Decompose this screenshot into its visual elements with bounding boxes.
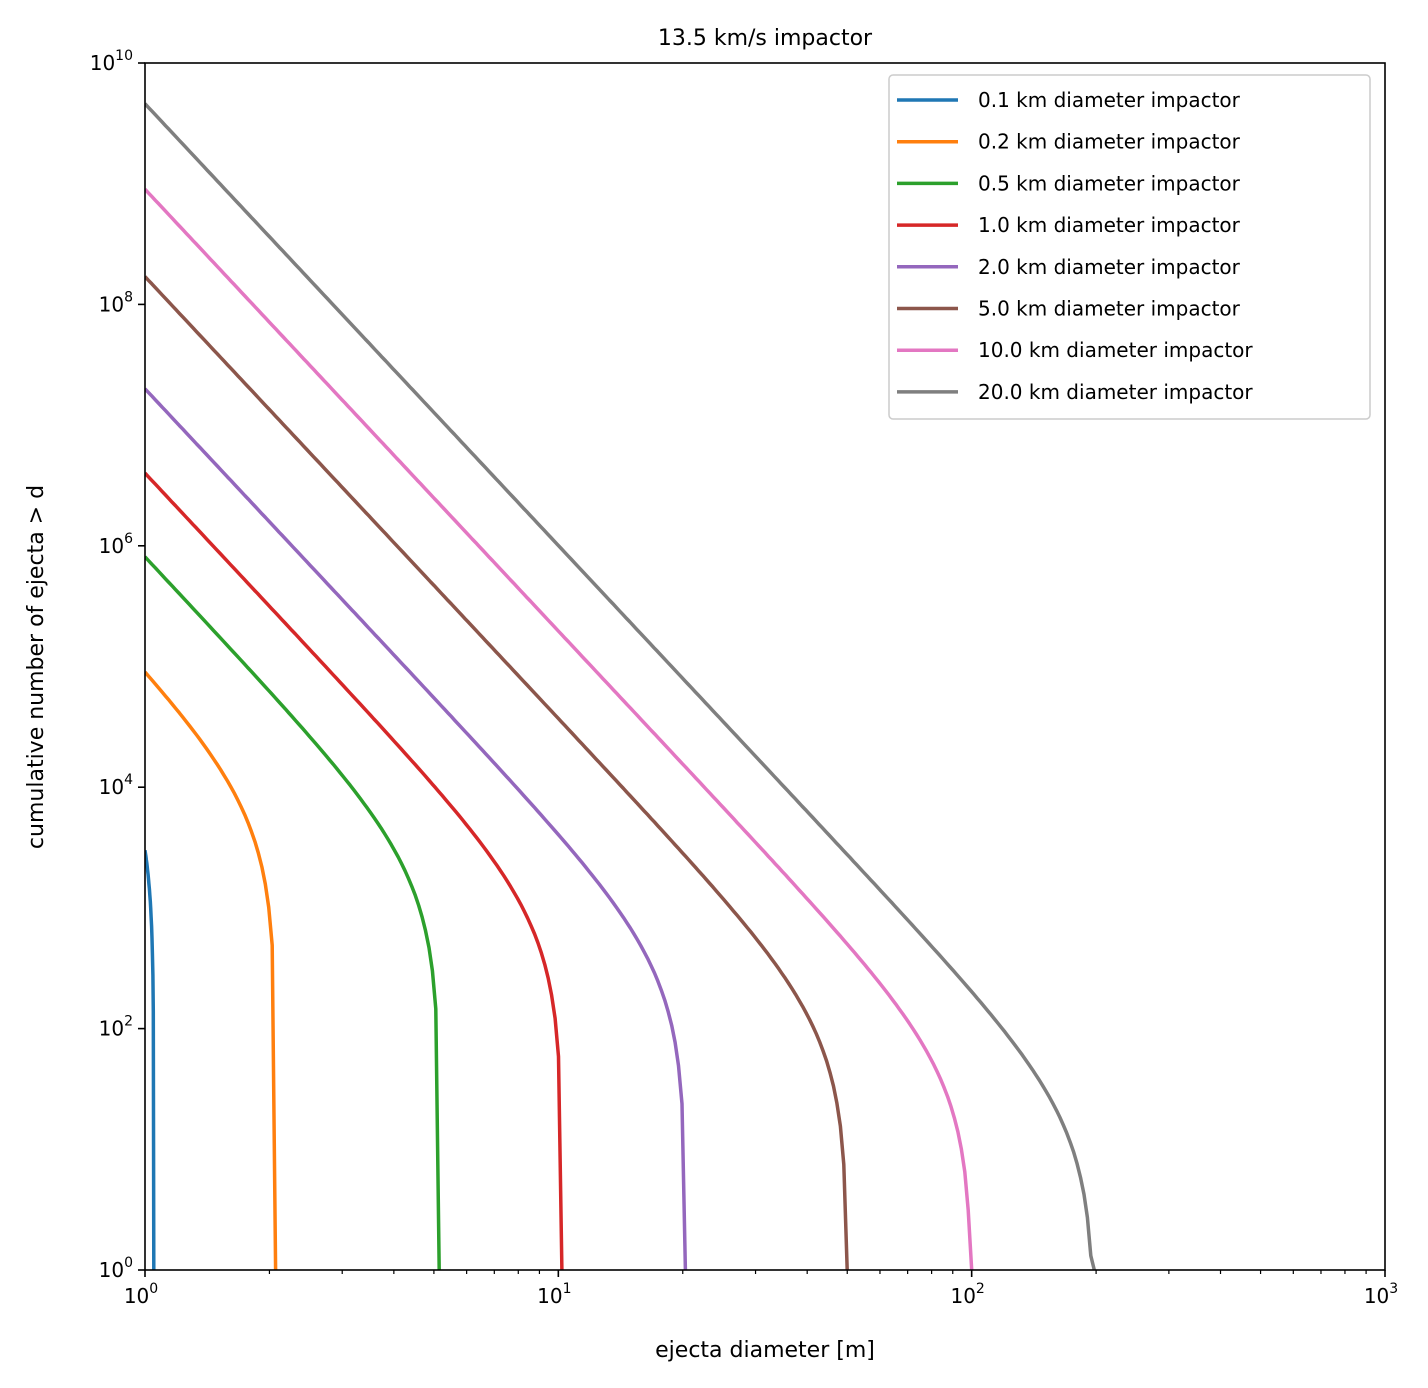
y-tick-exponent: 6 xyxy=(124,531,133,547)
y-tick-label: 100 xyxy=(99,1255,133,1282)
legend-label-5: 5.0 km diameter impactor xyxy=(978,297,1241,321)
legend-label-0: 0.1 km diameter impactor xyxy=(978,88,1241,112)
chart-title: 13.5 km/s impactor xyxy=(658,26,873,51)
y-tick-exponent: 0 xyxy=(124,1255,133,1271)
y-tick-base: 10 xyxy=(99,292,124,316)
x-tick-exponent: 1 xyxy=(563,1281,572,1297)
plot-frame xyxy=(144,62,1386,1271)
y-tick-label: 104 xyxy=(99,772,133,799)
series-line-6 xyxy=(145,188,974,1270)
y-tick-exponent: 2 xyxy=(124,1014,133,1030)
x-tick-base: 10 xyxy=(124,1284,149,1308)
y-tick-base: 10 xyxy=(90,51,115,75)
series-line-3 xyxy=(145,471,564,1270)
y-tick-label: 1010 xyxy=(90,48,133,75)
series-line-1 xyxy=(145,670,278,1270)
y-tick-base: 10 xyxy=(99,1017,124,1041)
x-tick-base: 10 xyxy=(950,1284,975,1308)
series-line-7 xyxy=(145,102,1096,1270)
legend-label-7: 20.0 km diameter impactor xyxy=(978,380,1253,404)
x-tick-label: 100 xyxy=(124,1281,158,1308)
x-tick-base: 10 xyxy=(1364,1284,1389,1308)
y-tick-exponent: 4 xyxy=(124,772,133,788)
legend: 0.1 km diameter impactor 0.2 km diameter … xyxy=(888,74,1371,420)
legend-label-2: 0.5 km diameter impactor xyxy=(978,171,1241,195)
x-tick-exponent: 3 xyxy=(1389,1281,1398,1297)
x-axis-label: ejecta diameter [m] xyxy=(655,1338,875,1363)
y-tick-base: 10 xyxy=(99,534,124,558)
y-tick-label: 108 xyxy=(99,289,133,316)
legend-frame xyxy=(888,74,1371,420)
x-tick-base: 10 xyxy=(537,1284,562,1308)
x-tick-exponent: 0 xyxy=(149,1281,158,1297)
y-tick-exponent: 10 xyxy=(115,48,133,64)
y-tick-base: 10 xyxy=(99,1258,124,1282)
y-tick-label: 106 xyxy=(99,531,133,558)
y-tick-exponent: 8 xyxy=(124,289,133,305)
y-axis-label: cumulative number of ejecta > d xyxy=(24,485,49,849)
x-tick-label: 102 xyxy=(950,1281,984,1308)
x-tick-label: 101 xyxy=(537,1281,571,1308)
legend-label-1: 0.2 km diameter impactor xyxy=(978,130,1241,154)
series-layer xyxy=(145,102,1096,1270)
x-tick-exponent: 2 xyxy=(976,1281,985,1297)
series-line-2 xyxy=(145,555,441,1270)
legend-label-4: 2.0 km diameter impactor xyxy=(978,255,1241,279)
y-tick-label: 102 xyxy=(99,1014,133,1041)
legend-label-6: 10.0 km diameter impactor xyxy=(978,338,1253,362)
x-tick-label: 103 xyxy=(1364,1281,1398,1308)
legend-label-3: 1.0 km diameter impactor xyxy=(978,213,1241,237)
series-line-4 xyxy=(145,387,688,1270)
series-line-0 xyxy=(145,850,156,1270)
series-line-5 xyxy=(145,275,849,1270)
y-tick-base: 10 xyxy=(99,775,124,799)
